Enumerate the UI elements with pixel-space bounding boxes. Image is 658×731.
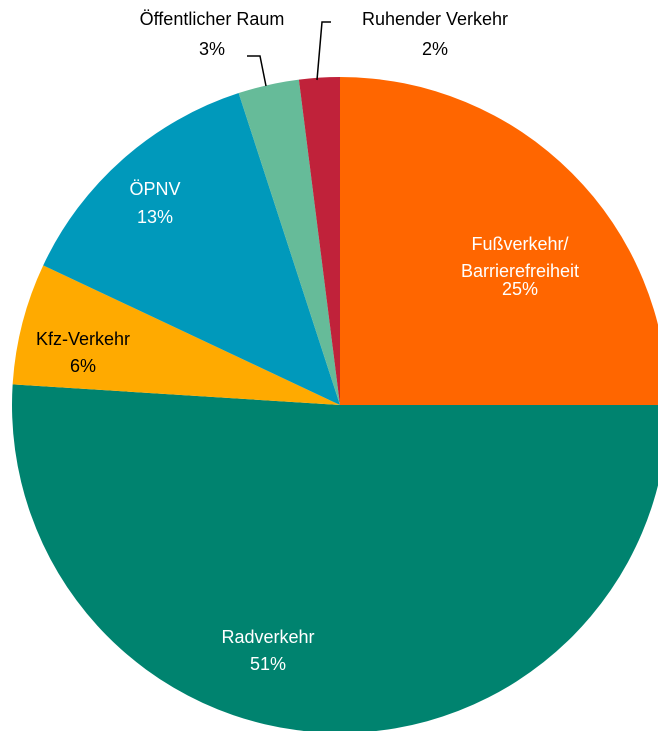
label-line: Öffentlicher Raum xyxy=(140,9,285,29)
label-line: Ruhender Verkehr xyxy=(362,9,508,29)
slice-label: Ruhender Verkehr xyxy=(362,9,508,29)
pie-slice xyxy=(43,93,340,405)
slice-label: Öffentlicher Raum xyxy=(140,9,285,29)
label-line: Radverkehr xyxy=(221,627,314,647)
label-line: ÖPNV xyxy=(129,179,180,199)
slice-value-label: 51% xyxy=(250,654,286,674)
pie-slice xyxy=(12,384,658,731)
slice-value-label: 25% xyxy=(502,279,538,299)
slice-value-label: 2% xyxy=(422,39,448,59)
slice-label: Kfz-Verkehr xyxy=(36,329,130,349)
slice-label: Fußverkehr/Barrierefreiheit xyxy=(461,234,579,281)
pie-slice xyxy=(298,77,340,405)
slice-label: ÖPNV xyxy=(129,179,180,199)
slice-label: Radverkehr xyxy=(221,627,314,647)
slice-value-label: 3% xyxy=(199,39,225,59)
leader-line xyxy=(247,55,267,87)
label-line: Fußverkehr/ xyxy=(471,234,568,254)
slice-value-label: 13% xyxy=(137,207,173,227)
label-line: Kfz-Verkehr xyxy=(36,329,130,349)
label-line: Barrierefreiheit xyxy=(461,261,579,281)
leader-line xyxy=(316,21,331,81)
pie-slice xyxy=(12,265,340,405)
slice-value-label: 6% xyxy=(70,356,96,376)
pie-slice xyxy=(340,77,658,405)
pie-slice xyxy=(238,79,340,406)
